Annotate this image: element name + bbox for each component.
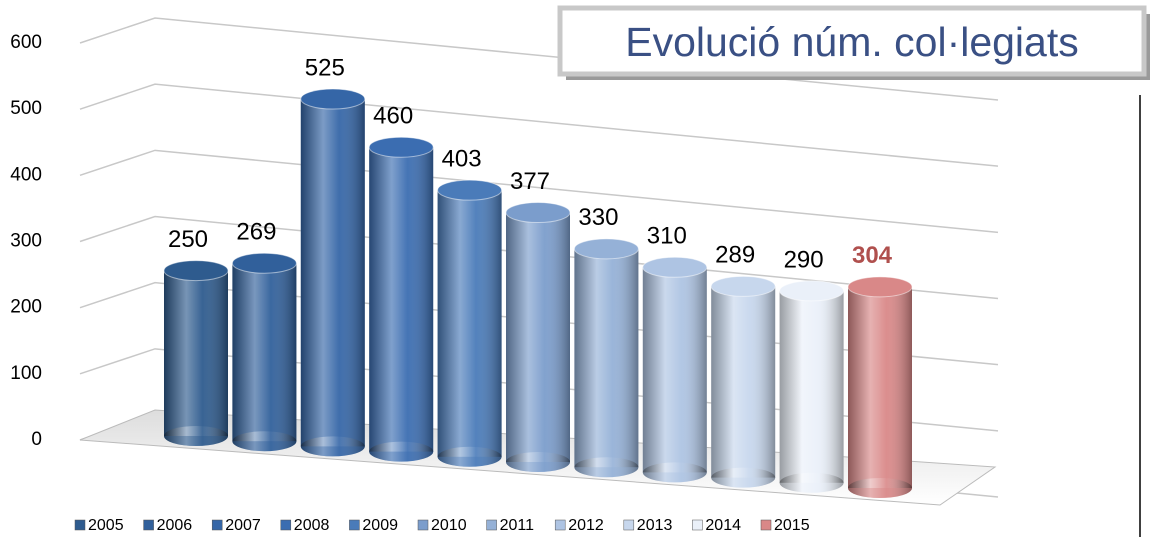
grid-line: [79, 149, 999, 234]
bar-top: [300, 88, 366, 110]
legend-label: 2005: [88, 517, 124, 534]
bar-top: [779, 280, 845, 302]
legend-label: 2013: [637, 517, 673, 534]
title-box: [557, 5, 1147, 77]
bar-top: [368, 136, 434, 158]
bar-shade: [506, 212, 570, 462]
data-label: 269: [236, 219, 276, 246]
bar-base-shade: [506, 452, 570, 472]
bar-shade: [848, 286, 912, 488]
bar-base-shade: [232, 431, 297, 452]
bar-base-shade: [300, 436, 365, 457]
data-label: 377: [510, 168, 550, 195]
legend-label: 2008: [294, 517, 330, 534]
bar-base-shade: [369, 441, 434, 462]
legend-swatch: [143, 519, 154, 531]
legend-swatch: [554, 519, 566, 531]
bar-shade: [300, 99, 365, 447]
legend-label: 2009: [362, 517, 398, 534]
legend-label: 2006: [157, 517, 193, 534]
bar-shade: [369, 147, 434, 452]
y-tick-label: 100: [10, 363, 42, 384]
data-label: 290: [784, 246, 824, 273]
bar-top: [847, 276, 913, 298]
legend-label: 2015: [774, 517, 810, 534]
grid-line: [79, 83, 999, 167]
legend-swatch: [280, 519, 292, 531]
legend-swatch: [760, 519, 772, 531]
bar-base-shade: [848, 478, 912, 498]
y-tick-label: 500: [10, 98, 42, 119]
bar-top: [231, 252, 297, 274]
bar-shade: [711, 286, 776, 478]
data-label: 310: [647, 223, 687, 250]
bar-top: [505, 202, 571, 224]
grid-line: [79, 215, 999, 300]
legend-swatch: [486, 519, 497, 531]
legend-label: 2007: [225, 517, 261, 534]
bar-top: [710, 275, 776, 297]
legend-swatch: [417, 519, 429, 531]
y-tick-label: 600: [10, 32, 42, 53]
bar-base-shade: [164, 426, 228, 446]
data-label: 304: [852, 242, 893, 269]
bar-shade: [779, 290, 844, 483]
data-label: 330: [578, 204, 618, 231]
data-label: 460: [373, 103, 413, 130]
y-tick-label: 0: [31, 429, 42, 450]
legend-label: 2011: [500, 517, 535, 534]
bar-top: [163, 260, 229, 282]
bar-shade: [164, 270, 228, 436]
bar-shade: [642, 267, 707, 473]
y-tick-label: 400: [10, 164, 42, 185]
bar-top: [437, 179, 503, 201]
bar-shade: [232, 263, 297, 442]
bar-base-shade: [437, 446, 502, 467]
bar-base-shade: [574, 457, 639, 478]
legend-label: 2012: [568, 517, 604, 534]
legend-swatch: [74, 519, 86, 531]
bars: [163, 88, 913, 498]
bar-base-shade: [711, 467, 776, 488]
legend-label: 2014: [705, 517, 741, 534]
bar-base-shade: [779, 472, 844, 493]
data-label: 525: [305, 54, 345, 81]
data-label: 403: [442, 145, 482, 172]
bar-base-shade: [642, 462, 707, 483]
bar-shade: [437, 190, 502, 457]
data-label: 250: [168, 226, 208, 253]
data-label: 289: [715, 242, 755, 269]
bar-top: [573, 238, 639, 260]
legend-swatch: [349, 519, 360, 531]
legend-swatch: [211, 519, 223, 531]
bar-shade: [574, 248, 639, 468]
grid: [79, 17, 999, 498]
legend-label: 2010: [431, 517, 467, 534]
bar-top: [642, 256, 708, 278]
legend-swatch: [692, 519, 703, 531]
chart-title: Evolució núm. col·legiats: [625, 19, 1078, 65]
legend-swatch: [623, 519, 635, 531]
y-tick-label: 300: [10, 231, 42, 252]
y-tick-label: 200: [10, 297, 42, 318]
